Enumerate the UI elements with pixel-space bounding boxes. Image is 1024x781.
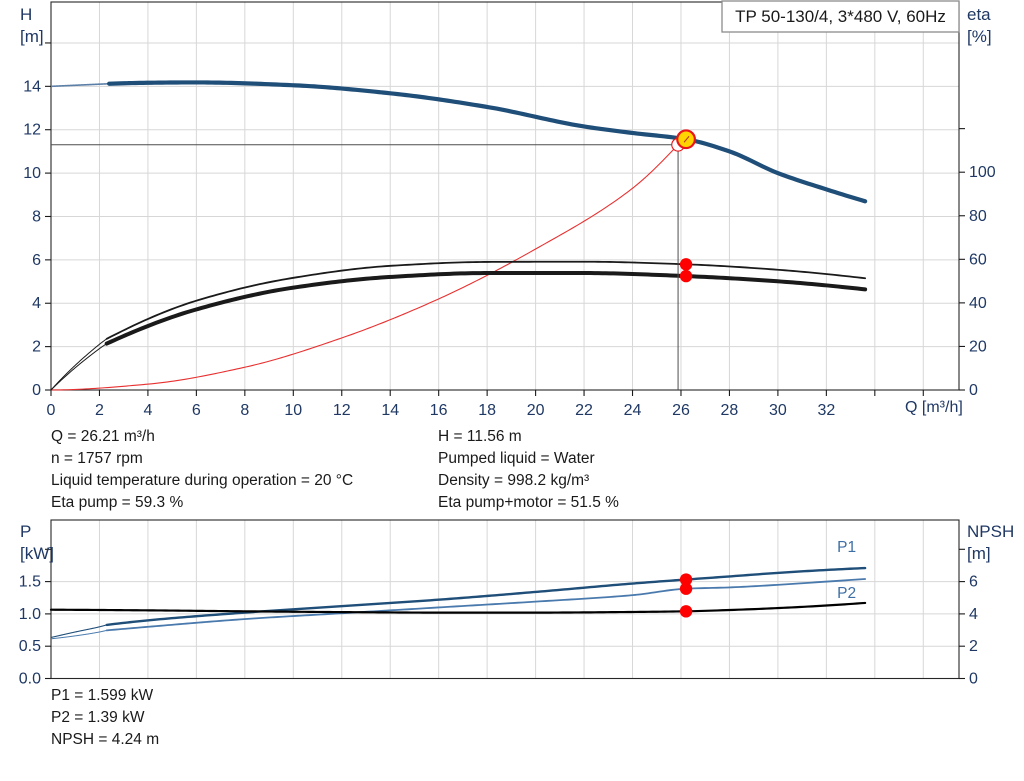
svg-text:2: 2 [969, 638, 978, 655]
svg-text:40: 40 [969, 295, 987, 312]
svg-text:14: 14 [23, 78, 41, 95]
svg-text:80: 80 [969, 208, 987, 225]
svg-text:0: 0 [969, 382, 978, 399]
svg-text:24: 24 [624, 402, 642, 419]
svg-text:6: 6 [192, 402, 201, 419]
svg-text:12: 12 [23, 122, 41, 139]
svg-text:1.5: 1.5 [19, 574, 41, 591]
svg-text:12: 12 [333, 402, 351, 419]
svg-text:H = 11.56 m: H = 11.56 m [438, 428, 522, 445]
svg-text:P2: P2 [837, 585, 856, 602]
svg-text:8: 8 [240, 402, 249, 419]
svg-text:Density = 998.2 kg/m³: Density = 998.2 kg/m³ [438, 472, 589, 489]
svg-text:0.5: 0.5 [19, 638, 41, 655]
svg-text:1.0: 1.0 [19, 606, 41, 623]
svg-text:2: 2 [95, 402, 104, 419]
svg-text:P2 = 1.39 kW: P2 = 1.39 kW [51, 709, 145, 726]
svg-text:[%]: [%] [967, 27, 992, 46]
svg-text:6: 6 [32, 252, 41, 269]
svg-text:0.0: 0.0 [19, 671, 41, 688]
svg-text:Eta pump+motor = 51.5 %: Eta pump+motor = 51.5 % [438, 494, 619, 511]
svg-text:[m]: [m] [967, 544, 991, 563]
svg-text:32: 32 [817, 402, 835, 419]
svg-text:n = 1757 rpm: n = 1757 rpm [51, 450, 143, 467]
svg-text:Pumped liquid = Water: Pumped liquid = Water [438, 450, 595, 467]
svg-text:2: 2 [32, 339, 41, 356]
svg-text:18: 18 [478, 402, 496, 419]
svg-text:Eta pump = 59.3 %: Eta pump = 59.3 % [51, 494, 183, 511]
svg-text:TP 50-130/4, 3*480 V, 60Hz: TP 50-130/4, 3*480 V, 60Hz [735, 7, 946, 26]
svg-text:4: 4 [969, 606, 978, 623]
svg-text:NPSH = 4.24 m: NPSH = 4.24 m [51, 731, 159, 748]
svg-text:20: 20 [527, 402, 545, 419]
svg-text:26: 26 [672, 402, 690, 419]
svg-text:Q = 26.21 m³/h: Q = 26.21 m³/h [51, 428, 155, 445]
svg-text:H: H [20, 5, 32, 24]
svg-text:4: 4 [143, 402, 152, 419]
svg-text:NPSH: NPSH [967, 522, 1014, 541]
svg-text:0: 0 [32, 382, 41, 399]
svg-text:4: 4 [32, 295, 41, 312]
svg-text:0: 0 [47, 402, 56, 419]
svg-text:Q [m³/h]: Q [m³/h] [905, 399, 963, 416]
svg-text:0: 0 [969, 671, 978, 688]
svg-text:[m]: [m] [20, 27, 44, 46]
svg-text:P1 = 1.599 kW: P1 = 1.599 kW [51, 687, 153, 704]
svg-text:[kW]: [kW] [20, 544, 54, 563]
svg-text:eta: eta [967, 5, 991, 24]
svg-text:6: 6 [969, 574, 978, 591]
svg-text:22: 22 [575, 402, 593, 419]
svg-text:16: 16 [430, 402, 448, 419]
svg-text:Liquid temperature during oper: Liquid temperature during operation = 20… [51, 472, 353, 489]
svg-text:20: 20 [969, 338, 987, 355]
svg-text:28: 28 [721, 402, 739, 419]
svg-text:14: 14 [381, 402, 399, 419]
svg-text:P1: P1 [837, 539, 856, 556]
svg-text:P: P [20, 522, 31, 541]
svg-text:10: 10 [284, 402, 302, 419]
svg-text:100: 100 [969, 164, 996, 181]
svg-text:8: 8 [32, 208, 41, 225]
svg-text:30: 30 [769, 402, 787, 419]
svg-text:60: 60 [969, 251, 987, 268]
svg-text:10: 10 [23, 165, 41, 182]
